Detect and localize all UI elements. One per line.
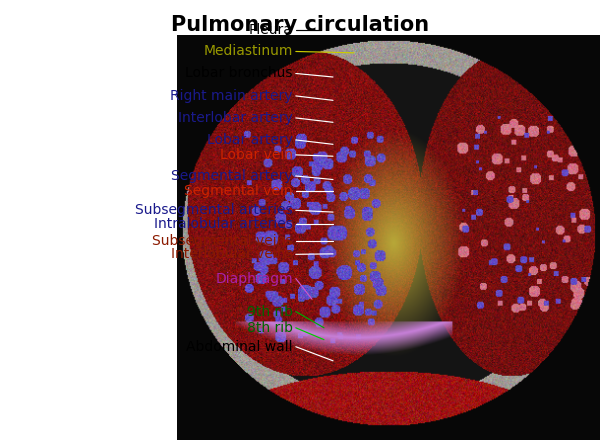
Text: Interlobular veins: Interlobular veins xyxy=(171,247,293,261)
Text: Subsegmental arteries: Subsegmental arteries xyxy=(135,203,293,217)
Text: Lobar bronchus: Lobar bronchus xyxy=(185,66,293,81)
Text: Mediastinum: Mediastinum xyxy=(203,44,293,59)
Text: Lobar vein: Lobar vein xyxy=(220,148,293,162)
Text: 9th rib: 9th rib xyxy=(247,304,293,319)
Text: Right main artery: Right main artery xyxy=(170,89,293,103)
Text: Lobar artery: Lobar artery xyxy=(207,133,293,147)
Text: Segmental artery: Segmental artery xyxy=(171,169,293,183)
Text: Segmental vein: Segmental vein xyxy=(184,184,293,198)
Text: Pulmonary circulation: Pulmonary circulation xyxy=(171,15,429,35)
Text: Abdominal wall: Abdominal wall xyxy=(187,340,293,354)
Text: Interlobar artery: Interlobar artery xyxy=(178,111,293,125)
Text: Diaphragm: Diaphragm xyxy=(215,271,293,286)
Text: Subsegmental veins: Subsegmental veins xyxy=(152,234,293,248)
Text: Intralobular arteries: Intralobular arteries xyxy=(154,217,293,231)
Text: Pleura: Pleura xyxy=(249,23,293,37)
Text: 8th rib: 8th rib xyxy=(247,321,293,335)
